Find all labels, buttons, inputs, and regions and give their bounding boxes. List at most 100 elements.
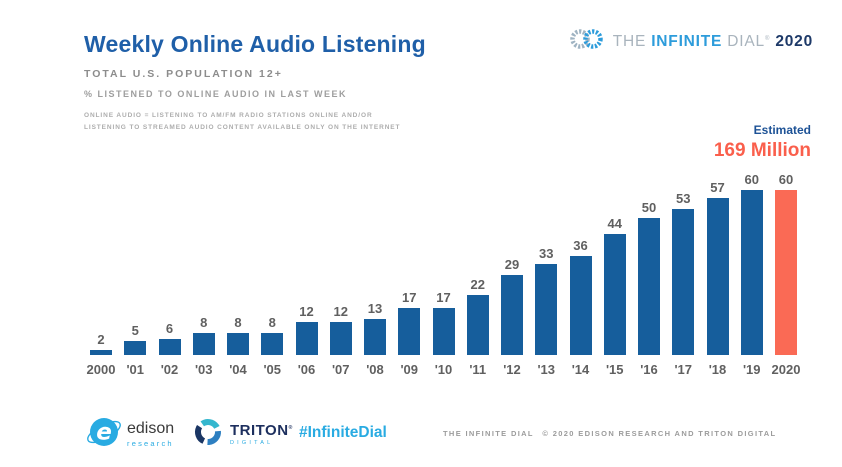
edison-name: edison <box>127 420 175 437</box>
bar-column: 12 '07 <box>324 304 358 377</box>
bar <box>329 322 352 355</box>
bar <box>672 209 695 355</box>
bar <box>192 333 215 355</box>
bar <box>124 341 147 355</box>
bar <box>466 294 489 355</box>
measure-note: % LISTENED TO ONLINE AUDIO IN LAST WEEK <box>84 89 348 99</box>
estimate-callout: Estimated 169 Million <box>714 123 811 162</box>
estimate-label: Estimated <box>753 123 811 137</box>
estimate-value: 169 Million <box>713 140 811 161</box>
x-axis-label: '11 <box>469 362 487 377</box>
brand-year: 2020 <box>775 32 813 50</box>
bar-value-label: 29 <box>504 257 520 273</box>
bar-column: 44 '15 <box>598 216 632 377</box>
bar-value-label: 8 <box>200 315 208 330</box>
x-axis-label: '08 <box>366 362 384 377</box>
svg-text:e: e <box>96 420 112 446</box>
bar-column: 12 '06 <box>290 304 324 377</box>
population-subtitle: TOTAL U.S. POPULATION 12+ <box>84 68 283 80</box>
bar-column: 29 '12 <box>495 257 529 377</box>
bar-column: 22 '11 <box>461 277 495 377</box>
bar-column: 5 '01 <box>118 323 152 377</box>
triton-sub: DIGITAL <box>230 440 274 446</box>
bar-column: 17 '09 <box>392 290 426 377</box>
x-axis-label: '15 <box>605 362 624 377</box>
brand-the: THE <box>612 32 647 50</box>
bar-column: 6 '02 <box>153 320 187 377</box>
bar <box>295 322 318 355</box>
bar <box>706 198 729 355</box>
definition-line-1: ONLINE AUDIO = LISTENING TO AM/FM RADIO … <box>84 112 373 119</box>
bar-value-label: 2 <box>97 331 105 347</box>
x-axis-label: '14 <box>571 362 590 377</box>
bar-highlighted <box>775 190 797 355</box>
bar-value-label: 60 <box>778 172 794 187</box>
bar-value-label: 36 <box>573 238 588 253</box>
bar-value-label: 17 <box>402 290 417 306</box>
page-title: Weekly Online Audio Listening <box>84 31 426 57</box>
bar-value-label: 8 <box>234 315 242 330</box>
bar-column: 60 '19 <box>735 172 769 377</box>
x-axis-label: '13 <box>537 362 556 377</box>
bar-value-label: 53 <box>676 191 691 207</box>
brand-dial: DIAL <box>727 32 765 50</box>
bar-value-label: 17 <box>436 290 451 306</box>
x-axis-label: '09 <box>400 362 419 377</box>
bar-value-label: 60 <box>744 172 759 187</box>
bar-value-label: 12 <box>299 304 314 319</box>
bar <box>501 275 523 355</box>
x-axis-label: '01 <box>126 362 145 377</box>
edison-sub: research <box>127 439 174 448</box>
bar <box>261 333 284 355</box>
bar <box>569 256 592 355</box>
infinity-rings-icon <box>569 27 606 56</box>
definition-line-2: LISTENING TO STREAMED AUDIO CONTENT AVAI… <box>84 123 401 131</box>
x-axis-label: '07 <box>331 362 350 377</box>
bar-value-label: 13 <box>367 301 383 317</box>
bar-column: 57 '18 <box>701 180 735 377</box>
bar-column: 60 2020 <box>769 172 803 377</box>
x-axis-label: 2020 <box>771 362 801 377</box>
x-axis-label: '03 <box>194 362 213 377</box>
brand-registered-mark: ® <box>764 35 771 42</box>
triton-name: TRITON® <box>230 422 293 439</box>
infinite-dial-logo: THE INFINITE DIAL® 2020 <box>569 27 813 56</box>
edison-logo-icon: e <box>84 411 124 458</box>
x-axis-label: '19 <box>742 362 761 377</box>
bar-column: 17 '10 <box>427 290 461 377</box>
bar-value-label: 33 <box>539 246 554 262</box>
bar <box>364 319 386 355</box>
x-axis-label: '04 <box>229 362 247 377</box>
x-axis-label: '10 <box>434 362 453 377</box>
x-axis-label: 2000 <box>86 362 116 377</box>
bar-column: 53 '17 <box>666 191 700 377</box>
triton-logo-icon <box>193 417 223 452</box>
bar-value-label: 8 <box>268 315 276 330</box>
bar-value-label: 50 <box>641 199 657 215</box>
bar <box>603 234 626 355</box>
bar-value-label: 44 <box>607 216 622 231</box>
bar-chart: 2 2000 5 '01 6 '02 8 '03 8 '04 8 '05 12 '06 12 '07 13 '08… <box>84 172 803 377</box>
bar-value-label: 12 <box>333 304 348 319</box>
bar <box>398 308 421 355</box>
edison-research-logo: e edison research <box>84 411 174 458</box>
bar-column: 36 '14 <box>564 238 598 377</box>
bar-column: 13 '08 <box>358 301 392 377</box>
bar-column: 8 '03 <box>187 315 221 377</box>
triton-digital-logo: TRITON® DIGITAL <box>193 417 293 452</box>
bar <box>158 338 181 355</box>
bar <box>227 333 249 355</box>
bar-value-label: 5 <box>131 323 139 339</box>
x-axis-label: '02 <box>160 362 179 377</box>
x-axis-label: '18 <box>708 362 727 377</box>
definition-note: ONLINE AUDIO = LISTENING TO AM/FM RADIO … <box>84 110 400 133</box>
copyright-text: THE INFINITE DIAL © 2020 EDISON RESEARCH… <box>443 429 777 438</box>
bar <box>638 217 660 355</box>
bar-column: 50 '16 <box>632 199 666 377</box>
x-axis-label: '17 <box>674 362 693 377</box>
bar <box>740 190 763 355</box>
bar-value-label: 6 <box>165 320 174 336</box>
x-axis-label: '05 <box>263 362 282 377</box>
x-axis-label: '16 <box>640 362 658 377</box>
bar-column: 8 '04 <box>221 315 255 377</box>
